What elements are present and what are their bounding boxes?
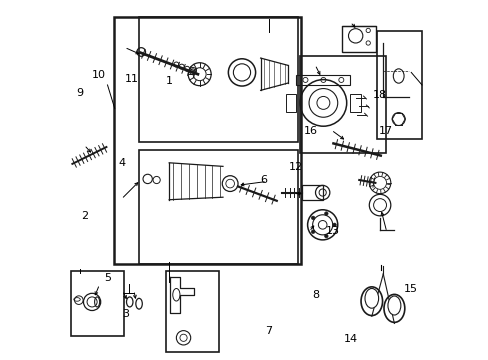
Text: 14: 14 bbox=[344, 333, 358, 343]
Text: 9: 9 bbox=[76, 88, 83, 98]
Text: 11: 11 bbox=[124, 74, 138, 84]
Bar bbox=[139, 17, 297, 142]
Bar bbox=[285, 94, 296, 112]
Bar bbox=[70, 271, 124, 336]
Text: 6: 6 bbox=[260, 175, 266, 185]
Bar bbox=[349, 94, 360, 112]
Ellipse shape bbox=[387, 296, 400, 315]
Circle shape bbox=[311, 230, 314, 234]
Text: 1: 1 bbox=[165, 76, 172, 86]
Text: 17: 17 bbox=[378, 126, 392, 135]
Bar bbox=[165, 271, 219, 352]
Text: 7: 7 bbox=[265, 325, 272, 336]
Bar bbox=[139, 149, 297, 264]
Circle shape bbox=[332, 223, 336, 226]
Ellipse shape bbox=[364, 288, 378, 308]
Text: 3: 3 bbox=[122, 310, 129, 319]
Text: 4: 4 bbox=[118, 158, 125, 168]
Bar bbox=[300, 56, 386, 153]
Circle shape bbox=[324, 212, 327, 215]
Circle shape bbox=[311, 216, 314, 220]
Bar bbox=[296, 75, 349, 85]
Bar bbox=[376, 31, 421, 139]
Text: 16: 16 bbox=[303, 126, 317, 135]
Text: 2: 2 bbox=[81, 211, 88, 221]
Text: 5: 5 bbox=[104, 273, 111, 283]
Text: 8: 8 bbox=[311, 291, 318, 301]
Text: 18: 18 bbox=[372, 90, 386, 100]
Text: 15: 15 bbox=[404, 284, 417, 294]
Circle shape bbox=[324, 234, 327, 238]
Bar bbox=[301, 185, 322, 201]
Text: 10: 10 bbox=[91, 70, 105, 80]
Bar bbox=[113, 17, 301, 264]
Bar bbox=[341, 26, 376, 52]
Text: 12: 12 bbox=[288, 162, 302, 172]
Text: 13: 13 bbox=[325, 226, 339, 236]
